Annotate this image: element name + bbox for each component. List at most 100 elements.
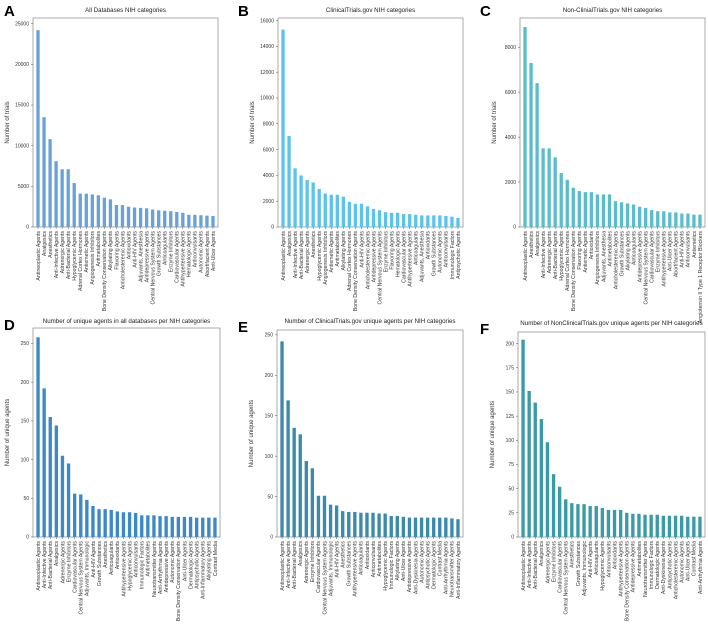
y-tick-label: 200 xyxy=(506,341,515,347)
x-tick-label: Angiotensin II Type 1 Receptor Blockers xyxy=(698,231,704,324)
bar xyxy=(655,514,659,537)
x-tick-label: Analgesics xyxy=(535,231,541,256)
panel-label: A xyxy=(4,3,15,20)
y-tick-label: 5000 xyxy=(18,184,29,190)
x-tick-label: Flavoring Agents xyxy=(389,231,395,270)
bar xyxy=(570,503,574,537)
panel-d: D Number of unique agents in all database… xyxy=(4,317,221,621)
bar xyxy=(60,455,65,537)
x-tick-label: Anti-Arrhythmia Agents xyxy=(698,541,704,594)
bar xyxy=(377,513,381,537)
bar xyxy=(72,183,76,227)
plot-frame xyxy=(276,329,464,538)
bar xyxy=(607,194,612,227)
x-tick-label: Abortifacient Agents xyxy=(205,231,211,278)
bar xyxy=(679,515,684,537)
plot-frame xyxy=(32,17,219,228)
y-axis-label: Number of unique agents xyxy=(490,401,496,468)
bar xyxy=(631,204,636,227)
chart-title: Number of unique agents in all databases… xyxy=(43,318,211,325)
x-tick-label: Central Nervous System Agents xyxy=(322,541,328,615)
x-tick-label: Antimetabolites xyxy=(96,231,102,267)
bar xyxy=(643,514,647,537)
x-tick-label: Central Nervous System Agents xyxy=(150,231,156,305)
bar xyxy=(121,512,126,537)
bar xyxy=(595,194,600,227)
bar xyxy=(650,210,654,227)
x-tick-label: Immunologic Factors xyxy=(140,541,146,590)
x-tick-label: Analgesics xyxy=(539,541,545,566)
bar xyxy=(698,214,702,227)
bar xyxy=(389,212,394,227)
x-tick-label: Antihypertensive Agents xyxy=(353,541,359,597)
bar xyxy=(96,195,101,227)
bar xyxy=(583,192,588,227)
bar xyxy=(298,434,302,537)
x-tick-label: Enzyme Inhibitors xyxy=(310,541,316,583)
x-tick-label: Antimetabolites xyxy=(335,231,341,267)
y-tick-label: 2000 xyxy=(263,199,274,205)
x-tick-label: Antidepressive Agents xyxy=(144,231,150,283)
bar xyxy=(347,511,351,537)
x-tick-label: Antineoplastic Agents xyxy=(281,231,287,281)
plot-frame xyxy=(517,331,706,538)
y-tick-label: 14000 xyxy=(260,44,274,50)
bar xyxy=(414,214,418,227)
x-tick-label: Enzyme Inhibitors xyxy=(551,541,557,583)
x-tick-label: Hypoglycemic Agents xyxy=(383,541,389,591)
x-tick-label: Antihypertensive Agents xyxy=(121,541,127,597)
x-tick-label: Anti-Infective Agents xyxy=(42,541,48,589)
x-tick-label: Anti-Bacterial Agents xyxy=(533,541,539,590)
y-tick-label: 12000 xyxy=(260,70,274,76)
x-tick-label: Hematologic Agents xyxy=(187,231,193,278)
y-axis-label: Number of trials xyxy=(250,101,256,143)
bar xyxy=(286,400,290,537)
x-tick-label: Antioxidants xyxy=(426,231,432,260)
x-tick-label: Anesthetics xyxy=(103,541,109,568)
bar xyxy=(317,188,321,227)
y-tick-label: 150 xyxy=(506,390,515,396)
bar xyxy=(425,517,430,537)
x-tick-label: Dermatologic Agents xyxy=(188,541,194,589)
x-tick-label: Immunologic Factors xyxy=(450,231,456,280)
bar xyxy=(692,214,696,227)
bar xyxy=(625,512,629,537)
x-tick-label: Anticholesteremic Agents xyxy=(365,231,371,290)
x-tick-label: Growth Substances xyxy=(97,541,103,587)
bar xyxy=(163,210,167,227)
x-tick-label: Dermatologic Agents xyxy=(655,541,661,589)
x-tick-label: Antiemetic Agents xyxy=(84,231,90,273)
x-tick-label: Antineoplastic Agents xyxy=(521,541,527,591)
x-tick-label: Anesthetics xyxy=(570,541,576,568)
panel-c: C Non-ClinialTrials.gov NIH categories 0 20… xyxy=(480,3,706,324)
bar xyxy=(305,179,309,227)
bar xyxy=(108,199,113,227)
bar xyxy=(533,402,537,537)
y-tick-label: 150 xyxy=(265,413,274,419)
bar xyxy=(539,419,544,537)
bar xyxy=(115,511,120,537)
y-tick-label: 100 xyxy=(506,438,515,444)
bar xyxy=(547,148,551,227)
bar xyxy=(292,427,296,537)
bar xyxy=(594,506,598,537)
x-tick-label: Analgesics xyxy=(298,541,304,566)
x-tick-label: Anti-Bacterial Agents xyxy=(292,541,298,590)
x-tick-label: Contrast Media xyxy=(692,541,698,576)
x-tick-label: Anti-HIV Agents xyxy=(588,541,594,578)
x-tick-label: Anti-HIV Agents xyxy=(359,231,365,268)
bar xyxy=(310,468,315,537)
bar xyxy=(193,214,197,227)
bar xyxy=(395,212,400,227)
bar xyxy=(353,203,358,227)
bar xyxy=(341,511,345,537)
x-tick-label: Anti-Dyskinesia Agents xyxy=(661,541,667,594)
bar xyxy=(389,515,393,537)
panel-label: D xyxy=(4,317,15,334)
bar xyxy=(631,513,635,537)
x-tick-label: Adrenal Cortex Hormones xyxy=(347,231,353,291)
bar xyxy=(523,26,527,228)
y-tick-label: 6000 xyxy=(263,147,274,153)
bar xyxy=(85,499,89,537)
x-tick-label: Flavoring Agents xyxy=(577,231,583,270)
